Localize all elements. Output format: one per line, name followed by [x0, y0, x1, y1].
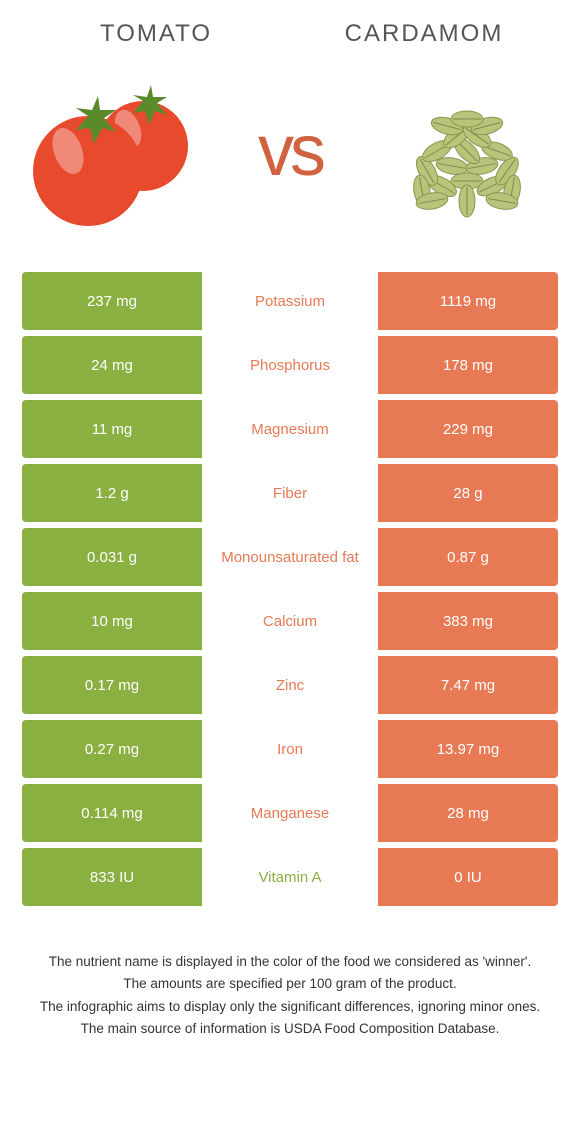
table-row: 833 IUVitamin A0 IU — [22, 848, 558, 906]
header-titles: Tomato Cardamom — [22, 20, 558, 48]
nutrient-label: Iron — [202, 720, 378, 778]
left-value: 237 mg — [22, 272, 202, 330]
table-row: 237 mgPotassium1119 mg — [22, 272, 558, 330]
left-value: 24 mg — [22, 336, 202, 394]
left-value: 0.114 mg — [22, 784, 202, 842]
right-food-title: Cardamom — [290, 20, 558, 48]
right-value: 0.87 g — [378, 528, 558, 586]
hero-row: vs — [22, 66, 558, 236]
table-row: 0.27 mgIron13.97 mg — [22, 720, 558, 778]
right-value: 1119 mg — [378, 272, 558, 330]
table-row: 24 mgPhosphorus178 mg — [22, 336, 558, 394]
table-row: 0.031 gMonounsaturated fat0.87 g — [22, 528, 558, 586]
nutrient-label: Vitamin A — [202, 848, 378, 906]
right-value: 28 mg — [378, 784, 558, 842]
nutrient-label: Phosphorus — [202, 336, 378, 394]
left-food-title: Tomato — [22, 20, 290, 48]
table-row: 1.2 gFiber28 g — [22, 464, 558, 522]
comparison-table: 237 mgPotassium1119 mg 24 mgPhosphorus178… — [22, 266, 558, 912]
nutrient-label: Magnesium — [202, 400, 378, 458]
nutrient-label: Fiber — [202, 464, 378, 522]
footnote-line: The nutrient name is displayed in the co… — [36, 952, 544, 972]
footnote-line: The main source of information is USDA F… — [36, 1019, 544, 1039]
right-value: 178 mg — [378, 336, 558, 394]
left-value: 1.2 g — [22, 464, 202, 522]
nutrient-label: Calcium — [202, 592, 378, 650]
table-row: 0.17 mgZinc7.47 mg — [22, 656, 558, 714]
left-value: 11 mg — [22, 400, 202, 458]
left-value: 10 mg — [22, 592, 202, 650]
left-value: 0.27 mg — [22, 720, 202, 778]
footnote-line: The amounts are specified per 100 gram o… — [36, 974, 544, 994]
left-value: 0.031 g — [22, 528, 202, 586]
right-value: 13.97 mg — [378, 720, 558, 778]
right-value: 7.47 mg — [378, 656, 558, 714]
tomato-image — [28, 66, 198, 236]
right-value: 28 g — [378, 464, 558, 522]
left-value: 0.17 mg — [22, 656, 202, 714]
footnotes: The nutrient name is displayed in the co… — [22, 952, 558, 1039]
right-value: 383 mg — [378, 592, 558, 650]
footnote-line: The infographic aims to display only the… — [36, 997, 544, 1017]
table-row: 10 mgCalcium383 mg — [22, 592, 558, 650]
nutrient-label: Manganese — [202, 784, 378, 842]
vs-label: vs — [258, 115, 322, 187]
cardamom-image — [382, 66, 552, 236]
nutrient-label: Monounsaturated fat — [202, 528, 378, 586]
right-value: 0 IU — [378, 848, 558, 906]
left-value: 833 IU — [22, 848, 202, 906]
table-row: 11 mgMagnesium229 mg — [22, 400, 558, 458]
nutrient-label: Potassium — [202, 272, 378, 330]
nutrient-label: Zinc — [202, 656, 378, 714]
table-row: 0.114 mgManganese28 mg — [22, 784, 558, 842]
right-value: 229 mg — [378, 400, 558, 458]
